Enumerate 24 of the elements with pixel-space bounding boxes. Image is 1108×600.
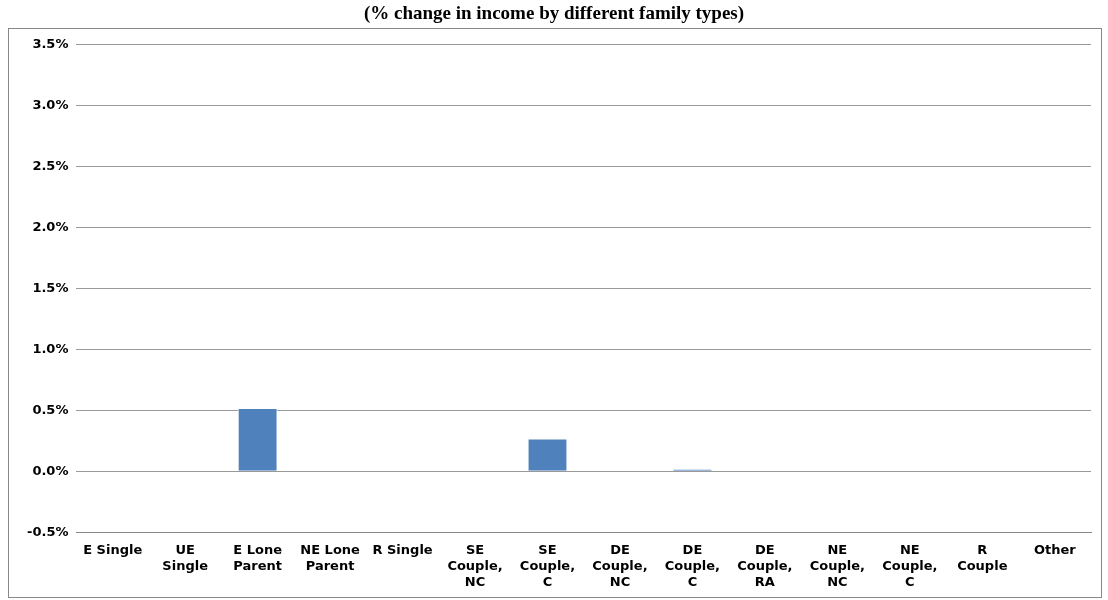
- x-tick-label: DE Couple, C: [664, 542, 721, 589]
- x-tick-label: SE Couple, C: [519, 542, 576, 589]
- x-tick-label: DE Couple, RA: [737, 542, 793, 589]
- x-tick-label: NE Couple, NC: [809, 542, 865, 589]
- x-tick-label: E Lone Parent: [233, 542, 283, 573]
- chart-title: (% change in income by different family types): [362, 2, 746, 24]
- x-tick-label: E Single: [83, 542, 143, 558]
- x-tick-label: NE Couple, C: [882, 542, 938, 589]
- y-tick-label: 3.5%: [32, 36, 69, 52]
- y-tick-label: -0.5%: [27, 523, 69, 539]
- y-tick-label: 1.0%: [32, 340, 69, 356]
- x-tick-label: SE Couple, NC: [447, 542, 503, 589]
- y-tick-label: 3.0%: [32, 97, 69, 113]
- x-tick-label: Other: [1033, 542, 1077, 558]
- x-tick-label: UE Single: [162, 542, 209, 573]
- y-tick-label: 2.5%: [32, 158, 69, 174]
- x-tick-label: NE Lone Parent: [300, 542, 361, 573]
- y-tick-label: 1.5%: [32, 279, 69, 295]
- x-tick-label: R Couple: [957, 542, 1008, 573]
- y-tick-label: 0.5%: [32, 401, 69, 417]
- x-tick-label: DE Couple, NC: [592, 542, 648, 589]
- y-tick-label: 2.0%: [32, 218, 69, 234]
- x-tick-label: R Single: [372, 542, 433, 558]
- y-tick-label: 0.0%: [32, 462, 69, 478]
